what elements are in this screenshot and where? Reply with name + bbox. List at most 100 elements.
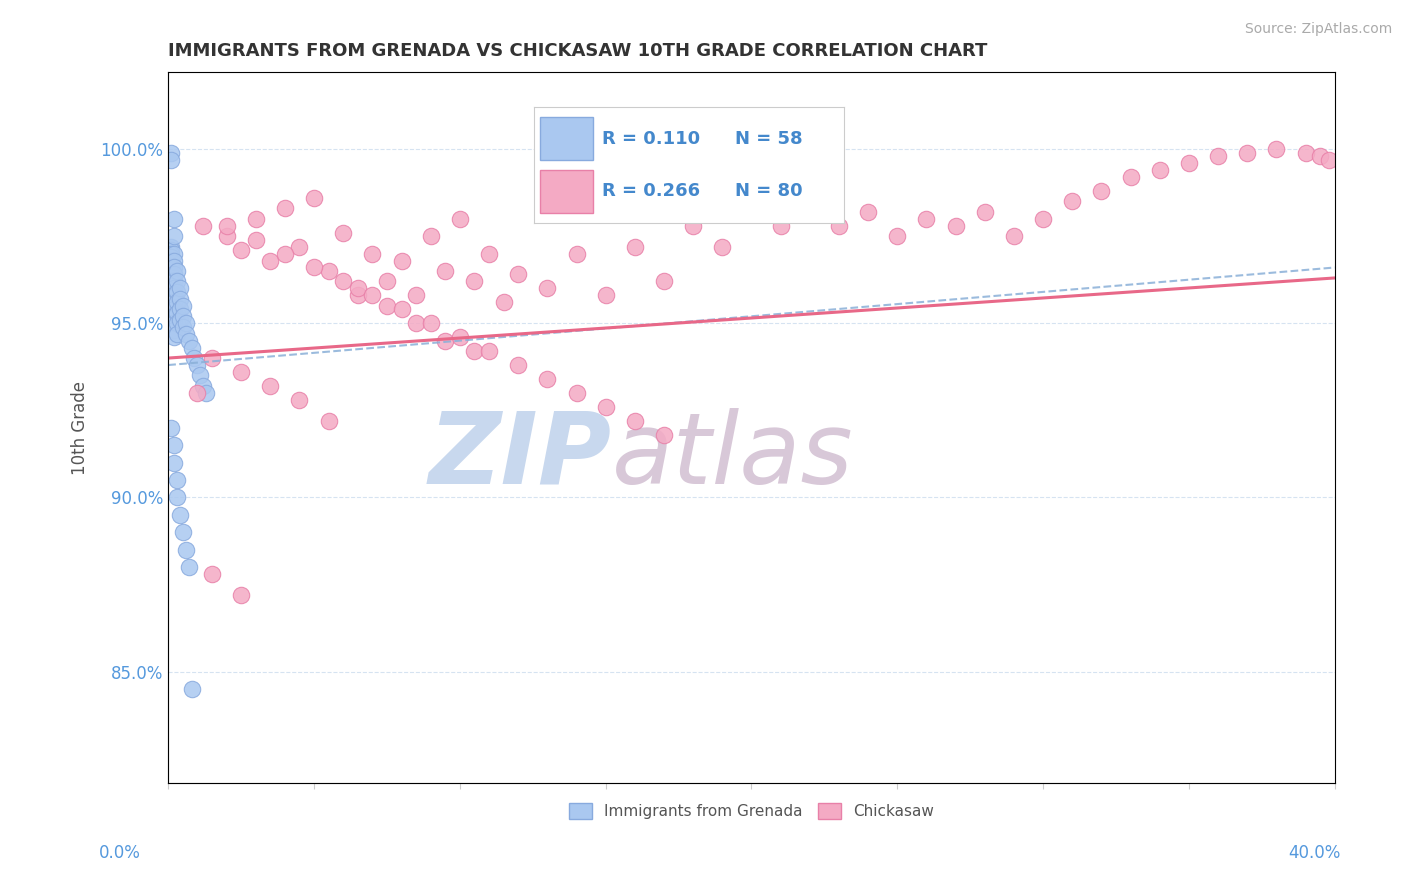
Point xyxy=(160,243,183,257)
Point xyxy=(193,219,215,233)
Point xyxy=(163,302,186,317)
Point xyxy=(1178,156,1201,170)
Point xyxy=(163,275,186,289)
Point xyxy=(565,246,588,260)
Point xyxy=(174,316,197,330)
Point xyxy=(740,194,762,209)
Point xyxy=(169,302,191,317)
Point xyxy=(624,239,647,253)
Point xyxy=(346,281,368,295)
Point xyxy=(180,341,202,355)
Y-axis label: 10th Grade: 10th Grade xyxy=(72,381,89,475)
Point xyxy=(166,264,188,278)
Point xyxy=(193,379,215,393)
Point xyxy=(160,260,183,275)
Point xyxy=(163,260,186,275)
Point xyxy=(177,560,200,574)
Point xyxy=(652,275,675,289)
Text: Source: ZipAtlas.com: Source: ZipAtlas.com xyxy=(1244,22,1392,37)
Point xyxy=(318,264,340,278)
Point xyxy=(245,211,267,226)
Point xyxy=(1206,149,1229,163)
Point xyxy=(624,414,647,428)
Point xyxy=(769,219,792,233)
Point xyxy=(166,326,188,341)
Point xyxy=(405,316,427,330)
Text: N = 58: N = 58 xyxy=(735,130,803,148)
Point xyxy=(973,204,995,219)
Point xyxy=(229,243,252,257)
Point xyxy=(508,358,530,372)
Point xyxy=(1236,145,1258,160)
Text: R = 0.110: R = 0.110 xyxy=(602,130,700,148)
Point xyxy=(332,226,354,240)
Point xyxy=(288,392,311,407)
Point xyxy=(183,351,205,365)
Point xyxy=(1032,211,1054,226)
Point xyxy=(463,344,485,359)
Point xyxy=(163,268,186,282)
Point xyxy=(565,385,588,400)
Point xyxy=(174,542,197,557)
FancyBboxPatch shape xyxy=(540,118,593,161)
Point xyxy=(163,295,186,310)
Point xyxy=(177,334,200,348)
Point xyxy=(915,211,938,226)
Point xyxy=(180,681,202,696)
Point xyxy=(595,288,617,302)
Point xyxy=(166,295,188,310)
Point xyxy=(163,211,186,226)
Point xyxy=(163,330,186,344)
Point xyxy=(652,427,675,442)
Point xyxy=(163,281,186,295)
Point xyxy=(229,588,252,602)
Point xyxy=(391,302,413,317)
Point xyxy=(274,246,297,260)
Point xyxy=(160,239,183,253)
Point xyxy=(886,229,908,244)
Point xyxy=(259,379,281,393)
Point xyxy=(169,508,191,522)
Point xyxy=(302,191,325,205)
Point xyxy=(163,310,186,324)
Point xyxy=(536,372,558,386)
Point xyxy=(174,326,197,341)
Point xyxy=(172,310,194,324)
Point xyxy=(302,260,325,275)
Point xyxy=(160,145,183,160)
Point xyxy=(1149,163,1171,178)
Point xyxy=(391,253,413,268)
Point xyxy=(160,253,183,268)
Point xyxy=(163,456,186,470)
Point xyxy=(1295,145,1317,160)
Point xyxy=(856,204,879,219)
FancyBboxPatch shape xyxy=(540,169,593,212)
Point xyxy=(163,438,186,452)
Point xyxy=(259,253,281,268)
Point xyxy=(419,316,441,330)
Point xyxy=(945,219,967,233)
Point xyxy=(1309,149,1331,163)
Point xyxy=(166,285,188,299)
Point xyxy=(419,229,441,244)
Point xyxy=(1062,194,1084,209)
Point xyxy=(160,153,183,167)
Point xyxy=(163,246,186,260)
Point xyxy=(478,344,501,359)
Point xyxy=(463,275,485,289)
Point xyxy=(711,239,734,253)
Point xyxy=(188,368,211,383)
Point xyxy=(346,288,368,302)
Point xyxy=(375,299,398,313)
Point xyxy=(595,400,617,414)
Point xyxy=(318,414,340,428)
Point xyxy=(434,334,457,348)
Point xyxy=(172,319,194,334)
Point xyxy=(163,253,186,268)
Point xyxy=(160,421,183,435)
Legend: Immigrants from Grenada, Chickasaw: Immigrants from Grenada, Chickasaw xyxy=(562,797,941,825)
Point xyxy=(201,567,224,582)
Text: 40.0%: 40.0% xyxy=(1288,844,1341,862)
Point xyxy=(332,275,354,289)
Point xyxy=(186,358,208,372)
